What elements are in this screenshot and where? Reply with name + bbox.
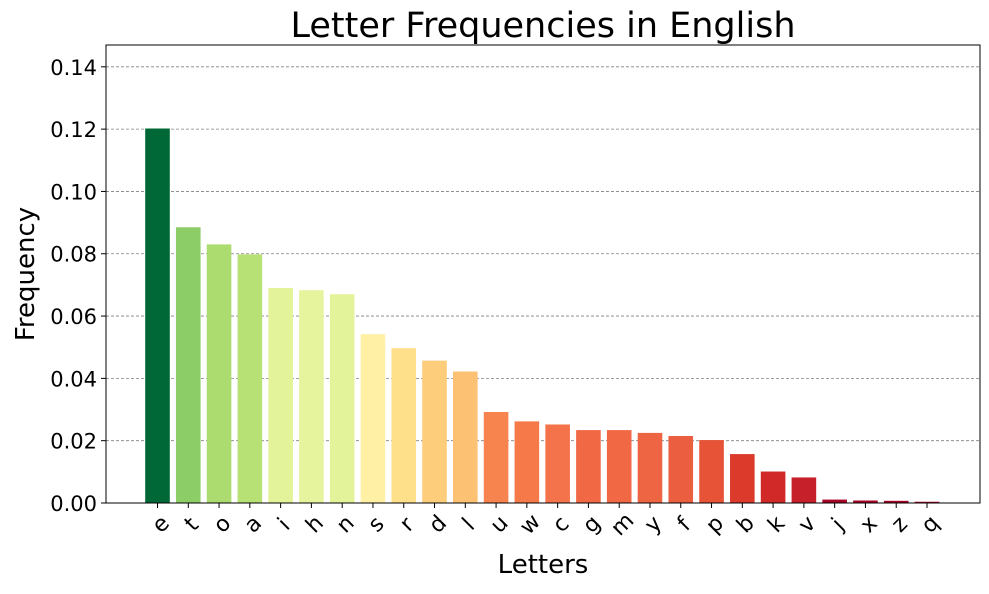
bar-v bbox=[791, 477, 817, 503]
bar-e bbox=[145, 128, 170, 503]
bar-g bbox=[576, 430, 601, 503]
bar-n bbox=[329, 294, 355, 503]
y-tick-label: 0.08 bbox=[50, 243, 97, 267]
y-axis-label: Frequency bbox=[11, 207, 41, 341]
bar-d bbox=[422, 360, 447, 503]
bar-p bbox=[699, 440, 724, 503]
bar-c bbox=[545, 424, 570, 503]
bar-m bbox=[606, 430, 632, 503]
y-tick-label: 0.10 bbox=[50, 180, 97, 204]
bar-z bbox=[883, 500, 909, 503]
bar-i bbox=[268, 288, 293, 503]
bar-f bbox=[668, 436, 694, 503]
y-tick-label: 0.04 bbox=[50, 367, 97, 391]
bars-layer bbox=[145, 128, 940, 503]
bar-w bbox=[514, 421, 540, 503]
y-axis-ticks: 0.00 0.02 0.04 0.06 0.08 0.10 0.12 0.14 bbox=[50, 56, 106, 516]
bar-h bbox=[299, 290, 324, 503]
bar-k bbox=[760, 471, 786, 503]
chart-title: Letter Frequencies in English bbox=[290, 6, 795, 46]
y-tick-label: 0.12 bbox=[50, 118, 97, 142]
bar-x bbox=[853, 500, 878, 503]
plot-frame bbox=[105, 44, 981, 504]
y-tick-label: 0.02 bbox=[50, 430, 97, 454]
bar-q bbox=[914, 501, 940, 503]
y-tick-label: 0.00 bbox=[50, 492, 97, 516]
bar-u bbox=[483, 412, 509, 503]
bar-t bbox=[175, 227, 201, 503]
y-tick-label: 0.06 bbox=[50, 305, 97, 329]
bar-j bbox=[822, 499, 847, 503]
bar-o bbox=[206, 244, 232, 503]
bar-r bbox=[391, 348, 417, 503]
bar-a bbox=[237, 254, 263, 503]
bar-s bbox=[360, 334, 386, 503]
y-tick-label: 0.14 bbox=[50, 56, 97, 80]
bar-y bbox=[637, 432, 663, 503]
x-axis-label: Letters bbox=[498, 550, 589, 580]
bar-b bbox=[730, 454, 755, 503]
bar-l bbox=[453, 371, 478, 503]
